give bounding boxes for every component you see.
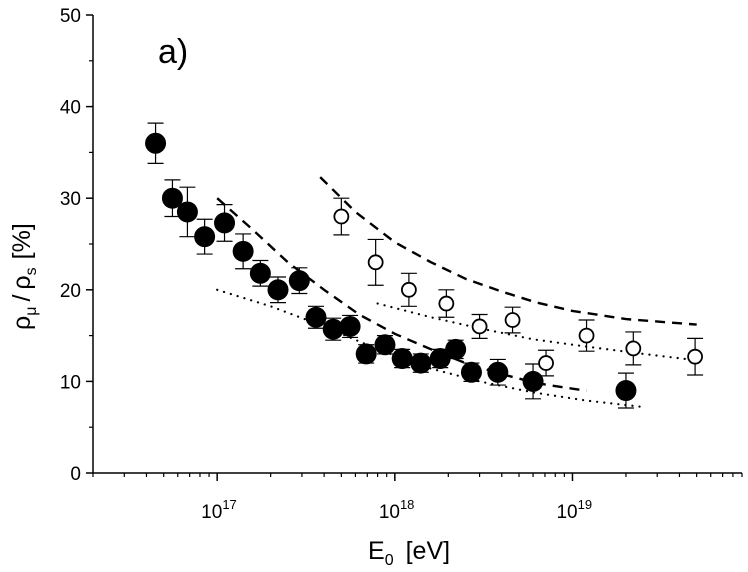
data-point-open <box>400 281 417 298</box>
y-axis-title-den-sub: s <box>23 267 40 275</box>
data-point-filled <box>267 279 289 301</box>
data-point-open <box>625 340 642 357</box>
y-tick-label: 0 <box>70 464 81 485</box>
x-tick-label: 1018 <box>379 497 415 523</box>
y-tick-label: 50 <box>60 6 81 27</box>
axes <box>92 15 742 474</box>
data-point-filled <box>391 348 413 369</box>
y-axis-title: ρμ/ρs[%] <box>8 223 40 330</box>
curve-dashed-upper <box>319 176 697 326</box>
x-tick-label-base: 10 <box>201 502 222 523</box>
x-tick-label-exp: 18 <box>400 497 414 512</box>
data-point-filled <box>487 361 509 383</box>
panel-label: a) <box>158 33 188 71</box>
data-point-filled <box>194 226 216 248</box>
data-point-filled <box>322 318 344 340</box>
model-curves <box>216 176 698 409</box>
data-point-filled <box>305 306 327 328</box>
data-point-filled <box>145 132 167 154</box>
data-point-filled <box>615 380 637 402</box>
x-axis-title-sub: 0 <box>385 552 394 569</box>
curve-dotted-upper <box>376 302 698 362</box>
curve-dotted-lower <box>216 288 645 409</box>
data-point-filled <box>249 262 271 284</box>
data-point-open <box>333 208 350 225</box>
y-axis-title-sep: / <box>8 295 36 302</box>
y-tick-label: 40 <box>60 98 81 119</box>
data-point-filled <box>522 370 544 392</box>
x-axis-title: E0 [eV] <box>368 537 450 569</box>
data-point-filled <box>374 334 396 356</box>
x-axis-title-base: E <box>368 537 385 565</box>
data-point-filled <box>176 201 198 223</box>
y-axis-title-den: ρ <box>8 275 36 289</box>
data-point-filled <box>460 361 482 383</box>
data-point-open <box>538 355 554 371</box>
data-point-filled <box>288 270 310 292</box>
data-point-open <box>504 312 521 328</box>
x-tick-label-base: 10 <box>556 502 577 523</box>
y-tick-label: 20 <box>60 281 81 302</box>
data-point-filled <box>445 338 467 360</box>
data-point-filled <box>410 352 432 374</box>
data-markers <box>145 132 703 402</box>
x-tick-label: 1017 <box>201 497 237 523</box>
x-tick-label-exp: 17 <box>222 497 236 512</box>
data-point-open <box>367 254 384 271</box>
y-tick-label: 10 <box>60 372 81 393</box>
x-tick-label-base: 10 <box>379 502 400 523</box>
data-point-filled <box>339 315 361 337</box>
x-axis-title-unit: [eV] <box>406 537 450 565</box>
y-axis-title-unit: [%] <box>8 223 36 259</box>
data-point-open <box>471 318 488 335</box>
x-tick-label-exp: 19 <box>578 497 592 512</box>
y-tick-label: 30 <box>60 189 81 210</box>
data-point-open <box>438 295 455 312</box>
data-point-filled <box>214 212 236 234</box>
data-point-open <box>687 348 703 365</box>
data-point-filled <box>232 240 254 262</box>
data-point-filled <box>429 348 451 369</box>
y-axis-title-num-sub: μ <box>23 307 40 316</box>
x-tick-label: 1019 <box>556 497 592 523</box>
data-point-filled <box>355 343 377 365</box>
y-axis-title-num: ρ <box>8 316 36 330</box>
data-point-filled <box>161 187 183 209</box>
data-point-open <box>578 327 595 344</box>
